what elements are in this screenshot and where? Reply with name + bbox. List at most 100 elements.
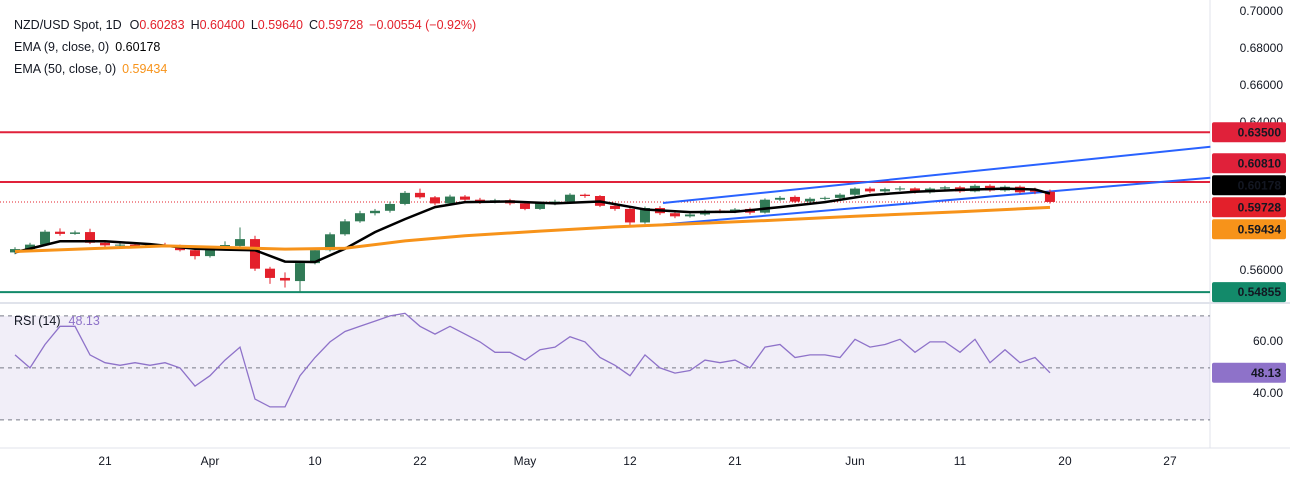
candle-body	[669, 213, 680, 217]
price-badge	[1212, 153, 1286, 174]
x-tick-label: May	[514, 454, 537, 468]
candle-body	[624, 208, 635, 223]
candle-body	[534, 203, 545, 209]
candle-body	[819, 197, 830, 199]
price-badge	[1212, 197, 1286, 218]
candle-body	[189, 250, 200, 257]
x-tick-label: 11	[954, 454, 967, 468]
legend-entry: EMA (50, close, 0) 0.59434	[14, 62, 167, 76]
rsi-line	[14, 312, 1051, 408]
candle-body	[279, 277, 290, 281]
symbol: NZD/USD Spot, 1D	[14, 18, 122, 32]
candle-body	[264, 268, 275, 278]
ohlc-key: O	[130, 18, 140, 32]
candle-body	[459, 196, 470, 200]
candle-body	[84, 232, 95, 243]
candle-body	[369, 210, 380, 214]
change: −0.00554 (−0.92%)	[369, 18, 476, 32]
price-badge	[1212, 219, 1286, 240]
ohlc-value: 0.59640	[258, 18, 303, 32]
candle-body	[579, 194, 590, 197]
price-badge	[1212, 175, 1286, 196]
badge-label: 0.59434	[1238, 222, 1282, 236]
legend: NZD/USD Spot, 1D O0.60283 H0.60400 L0.59640…	[14, 18, 476, 328]
candle-body	[834, 194, 845, 198]
y-tick-label: 60.00	[1253, 334, 1283, 348]
legend-value: 0.60178	[115, 40, 160, 54]
value-badge	[1212, 362, 1286, 383]
candle-body	[1044, 191, 1055, 202]
price-badge	[1212, 122, 1286, 143]
candle-body	[324, 234, 335, 251]
ohlc-key: C	[309, 18, 318, 32]
x-tick-label: 12	[623, 454, 637, 468]
candle-body	[939, 187, 950, 189]
y-tick-label: 0.68000	[1240, 41, 1284, 55]
candle-body	[234, 239, 245, 246]
ohlc-value: 0.59728	[318, 18, 363, 32]
candle-body	[774, 197, 785, 200]
x-tick-label: Jun	[845, 454, 864, 468]
candle-body	[339, 221, 350, 235]
price-badge	[1212, 282, 1286, 303]
rsi-legend: RSI (14) 48.13	[14, 314, 100, 328]
candle-body	[759, 199, 770, 213]
candle-body	[114, 244, 125, 246]
candle-body	[24, 244, 35, 250]
ema-line	[14, 205, 1051, 253]
trendline	[662, 145, 1211, 204]
rsi-band	[0, 315, 1210, 420]
price-pane	[0, 131, 1211, 294]
candle-body	[444, 196, 455, 204]
y-tick-label: 0.66000	[1240, 78, 1284, 92]
x-tick-label: 27	[1163, 454, 1177, 468]
candle-body	[519, 203, 530, 209]
rsi-value: 48.13	[69, 314, 100, 328]
candle-body	[309, 250, 320, 264]
candle-body	[804, 198, 815, 202]
ohlc-key: H	[191, 18, 200, 32]
badge-label: 0.54855	[1238, 285, 1282, 299]
candle-body	[639, 208, 650, 223]
ohlc-key: L	[251, 18, 258, 32]
axes: 0.700000.680000.660000.640000.580000.560…	[98, 4, 1286, 468]
candle-body	[894, 188, 905, 190]
legend-name: EMA (50, close, 0)	[14, 62, 116, 76]
ohlc-value: 0.60283	[139, 18, 184, 32]
y-tick-label: 0.70000	[1240, 4, 1284, 18]
candle-body	[684, 214, 695, 217]
candle-body	[414, 192, 425, 198]
candle-body	[249, 239, 260, 269]
candle-body	[69, 232, 80, 234]
badge-label: 0.60178	[1238, 178, 1282, 192]
candle-body	[879, 189, 890, 192]
legend-name: EMA (9, close, 0)	[14, 40, 109, 54]
candle-body	[564, 194, 575, 202]
candle-body	[384, 203, 395, 211]
legend-entry: EMA (9, close, 0) 0.60178	[14, 40, 160, 54]
badge-label: 0.60810	[1238, 156, 1282, 170]
x-tick-label: 21	[98, 454, 112, 468]
badge-label: 0.59728	[1238, 200, 1282, 214]
trendline	[647, 176, 1211, 227]
candle-body	[789, 196, 800, 202]
badge-label: 48.13	[1251, 366, 1281, 380]
rsi-title: RSI (14)	[14, 314, 61, 328]
candle-body	[54, 231, 65, 234]
rsi-pane	[0, 312, 1210, 421]
candle-body	[399, 192, 410, 204]
x-tick-label: 21	[728, 454, 742, 468]
x-tick-label: 22	[413, 454, 427, 468]
candle-body	[609, 205, 620, 209]
y-tick-label: 0.56000	[1240, 263, 1284, 277]
ohlc-value: 0.60400	[200, 18, 245, 32]
x-tick-label: 10	[308, 454, 322, 468]
candle-body	[204, 249, 215, 257]
candle-body	[354, 213, 365, 222]
candle-body	[39, 231, 50, 245]
candle-body	[909, 188, 920, 193]
ema-line	[14, 187, 1051, 264]
